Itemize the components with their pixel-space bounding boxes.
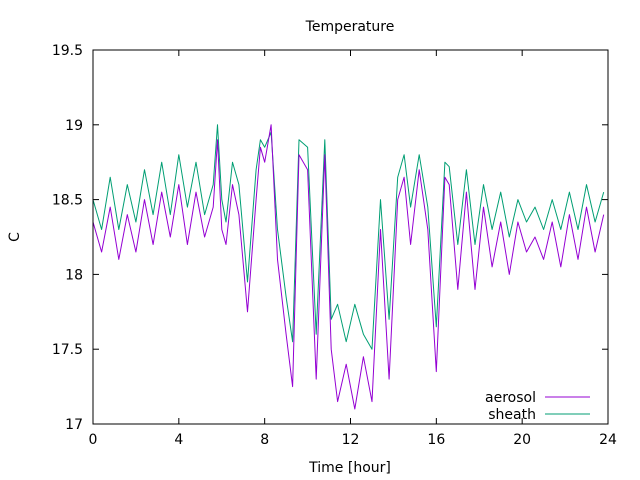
x-tick-label: 8 xyxy=(260,432,269,448)
x-tick-label: 12 xyxy=(342,432,360,448)
x-tick-label: 4 xyxy=(174,432,183,448)
y-tick-label: 18.5 xyxy=(52,193,83,209)
x-tick-label: 20 xyxy=(513,432,531,448)
x-tick-label: 24 xyxy=(599,432,617,448)
series-line-sheath xyxy=(92,124,605,350)
x-axis-label: Time [hour] xyxy=(308,460,391,476)
series-line-aerosol xyxy=(92,124,605,410)
y-tick-label: 18 xyxy=(65,267,83,283)
legend-label-sheath: sheath xyxy=(488,407,536,423)
x-tick-label: 16 xyxy=(427,432,445,448)
x-axis: 0 4 8 12 16 20 24 xyxy=(89,50,617,448)
y-axis: 17 17.5 18 18.5 19 19.5 xyxy=(52,43,608,433)
y-tick-label: 17.5 xyxy=(52,342,83,358)
y-axis-label: C xyxy=(7,232,23,242)
series-group xyxy=(92,124,605,410)
y-tick-label: 17 xyxy=(65,417,83,433)
y-tick-label: 19.5 xyxy=(52,43,83,59)
legend-label-aerosol: aerosol xyxy=(485,390,536,406)
x-tick-label: 0 xyxy=(89,432,98,448)
chart-title: Temperature xyxy=(305,19,395,35)
y-tick-label: 19 xyxy=(65,118,83,134)
